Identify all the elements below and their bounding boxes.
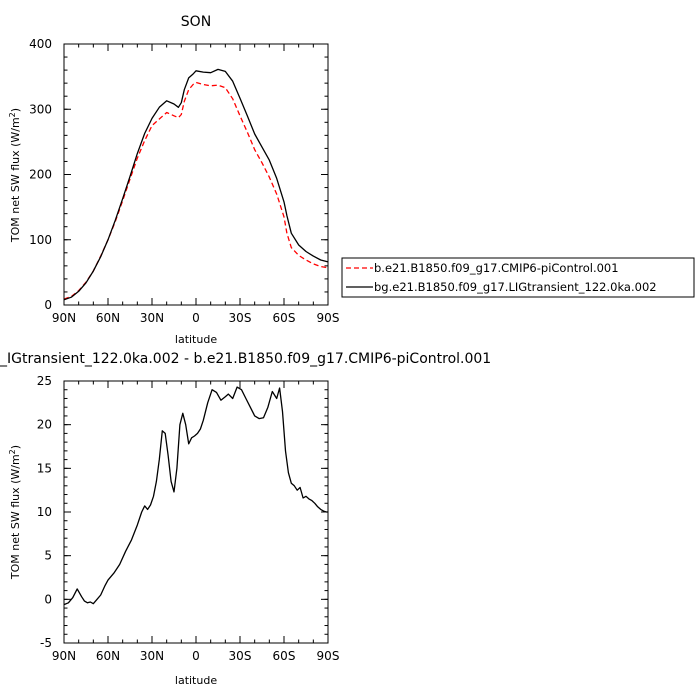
bottom-chart-series xyxy=(63,386,328,606)
bottom-chart-panel: _IGtransient_122.0ka.002 - b.e21.B1850.f… xyxy=(0,351,491,687)
bottom-chart-series-line-0 xyxy=(63,386,328,606)
top-chart-ytick-label: 0 xyxy=(44,298,52,312)
bottom-chart-xtick-label: 90S xyxy=(317,649,340,663)
top-chart-xtick-label: 60S xyxy=(273,311,296,325)
bottom-chart-ytick-label: 20 xyxy=(37,418,52,432)
top-chart-ytick-label: 200 xyxy=(29,168,52,182)
bottom-chart-ytick-label: 15 xyxy=(37,461,52,475)
top-chart-xtick-label: 0 xyxy=(192,311,200,325)
top-chart-series-line-1 xyxy=(63,68,329,301)
bottom-chart-axes: 90N 60N 30N 0 30S 60S 90S -5 0 5 10 15 20 25 xyxy=(37,374,340,663)
top-chart-title: SON xyxy=(181,14,211,30)
top-chart-ylabel-text: TOM net SW flux (W/m2) xyxy=(8,108,23,243)
bottom-chart-ytick-label: 10 xyxy=(37,505,52,519)
top-chart-ylabel: TOM net SW flux (W/m2) xyxy=(8,108,23,243)
bottom-chart-xtick-label: 30N xyxy=(140,649,164,663)
top-chart-panel: SON TOM net SW flux (W/m2) latitude 90N 6… xyxy=(8,14,340,346)
top-chart-xtick-label: 30N xyxy=(140,311,164,325)
bottom-chart-xtick-label: 90N xyxy=(52,649,76,663)
top-chart-xlabel: latitude xyxy=(175,333,217,346)
legend-label-control: b.e21.B1850.f09_g17.CMIP6-piControl.001 xyxy=(374,261,619,275)
legend-label-transient: bg.e21.B1850.f09_g17.LIGtransient_122.0k… xyxy=(374,280,657,294)
top-chart-xtick-label: 60N xyxy=(96,311,120,325)
legend: b.e21.B1850.f09_g17.CMIP6-piControl.001 … xyxy=(341,257,695,298)
bottom-chart-xtick-label: 60N xyxy=(96,649,120,663)
bottom-chart-xtick-label: 0 xyxy=(192,649,200,663)
bottom-chart-ytick-label: 5 xyxy=(44,549,52,563)
top-chart-axes: 90N 60N 30N 0 30S 60S 90S 0 100 200 300 400 xyxy=(29,37,339,325)
bottom-chart-frame xyxy=(63,380,329,644)
top-chart-xtick-label: 90S xyxy=(317,311,340,325)
bottom-chart-xtick-label: 30S xyxy=(229,649,252,663)
top-chart-series xyxy=(63,68,329,301)
top-chart-xtick-label: 30S xyxy=(229,311,252,325)
bottom-chart-title: _IGtransient_122.0ka.002 - b.e21.B1850.f… xyxy=(0,351,491,367)
top-chart-series-line-0 xyxy=(63,81,329,300)
bottom-chart-ylabel: TOM net SW flux (W/m2) xyxy=(8,445,23,580)
top-chart-xtick-label: 90N xyxy=(52,311,76,325)
bottom-chart-ytick-label: 25 xyxy=(37,374,52,388)
top-chart-ytick-label: 100 xyxy=(29,233,52,247)
legend-box xyxy=(341,257,695,298)
bottom-chart-ytick-label: -5 xyxy=(40,636,52,650)
bottom-chart-xlabel: latitude xyxy=(175,674,217,687)
bottom-chart-ytick-label: 0 xyxy=(44,592,52,606)
top-chart-ytick-label: 300 xyxy=(29,102,52,116)
top-chart-frame xyxy=(63,43,329,306)
bottom-chart-xtick-label: 60S xyxy=(273,649,296,663)
top-chart-ytick-label: 400 xyxy=(29,37,52,51)
